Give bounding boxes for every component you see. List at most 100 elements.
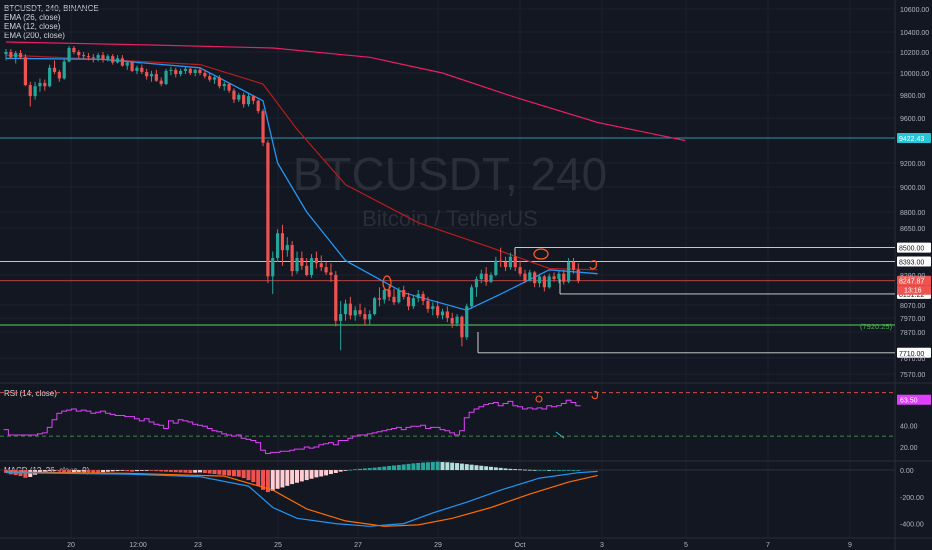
level-tag-text: 9422.43: [899, 136, 924, 143]
candle-body: [227, 84, 231, 91]
time-tick-label: 23: [194, 542, 202, 549]
level-tag-text: 7710.00: [899, 351, 924, 358]
macd-histogram-bar: [110, 470, 115, 472]
countdown-tag: [897, 285, 931, 295]
candle-body: [499, 260, 503, 262]
macd-histogram-bar: [396, 464, 401, 471]
drawn-circle: [535, 395, 543, 403]
macd-histogram-bar: [440, 462, 445, 471]
macd-histogram-bar: [52, 470, 57, 471]
candle-body: [455, 316, 459, 324]
candle-body: [329, 272, 333, 275]
macd-histogram-bar: [164, 470, 169, 472]
candle-body: [193, 69, 197, 73]
macd-histogram-bar: [459, 463, 464, 471]
watermark-name: Bitcoin / TetherUS: [362, 206, 538, 231]
candle-body: [523, 273, 527, 281]
ema12-legend: EMA (12, close): [4, 22, 61, 31]
macd-histogram-bar: [115, 470, 120, 472]
candle-body: [101, 55, 105, 60]
candle-body: [96, 55, 100, 59]
macd-histogram-bar: [236, 470, 241, 477]
macd-histogram-bar: [71, 470, 76, 473]
price-tick-label: 7970.00: [900, 316, 925, 323]
candle-body: [77, 52, 81, 56]
level-tag: [897, 256, 931, 267]
candle-body: [300, 258, 304, 266]
candle-body: [188, 68, 192, 73]
candle-body: [319, 263, 323, 268]
candle-body: [440, 311, 445, 316]
candle-body: [562, 273, 566, 282]
candle-body: [280, 233, 285, 251]
macd-histogram-bar: [455, 463, 460, 471]
macd-histogram-bar: [489, 466, 493, 471]
level-tag: [897, 347, 931, 358]
candle-body: [164, 70, 168, 84]
price-tick-label: 10200.00: [900, 50, 929, 57]
candle-body: [479, 273, 483, 280]
candle-body: [198, 69, 202, 73]
price-tick-label: 8070.00: [900, 303, 925, 310]
candle-body: [552, 276, 556, 280]
macd-histogram-bar: [81, 470, 86, 472]
macd-histogram-bar: [154, 470, 159, 472]
macd-histogram-bar: [67, 470, 72, 473]
macd-histogram-bar: [217, 470, 222, 475]
candle-body: [62, 61, 66, 79]
macd-histogram-bar: [295, 470, 299, 483]
candle-body: [290, 244, 294, 272]
macd-histogram-bar: [139, 470, 144, 471]
candle-body: [460, 316, 464, 338]
price-tick-label: 8650.00: [900, 226, 925, 233]
candle-body: [489, 275, 493, 282]
macd-histogram-bar: [178, 470, 183, 473]
macd-histogram-bar: [387, 466, 392, 471]
drawn-circle: [382, 275, 392, 291]
level-tag-text: 8247.87: [899, 279, 924, 286]
candle-body: [18, 53, 23, 58]
rsi-tick-label: 20.00: [900, 445, 918, 452]
macd-histogram-bar: [469, 464, 474, 471]
macd-histogram-bar: [522, 469, 527, 471]
candle-body: [416, 294, 420, 299]
candle-body: [4, 52, 8, 55]
candle-body: [149, 74, 154, 77]
level-tag: [897, 132, 931, 143]
macd-histogram-bar: [474, 465, 479, 471]
price-tick-label: 9600.00: [900, 116, 925, 123]
macd-histogram-bar: [47, 470, 52, 472]
drawn-mark: [589, 260, 598, 270]
macd-histogram-bar: [421, 462, 426, 471]
ema200-legend: EMA (200, close): [4, 31, 65, 40]
macd-tick-label: -200.00: [900, 495, 924, 502]
macd-histogram-bar: [333, 470, 338, 473]
macd-histogram-bar: [382, 466, 387, 471]
time-tick-label: 25: [274, 542, 282, 549]
macd-histogram-bar: [168, 470, 173, 472]
candle-body: [353, 310, 357, 316]
macd-histogram-bar: [246, 470, 251, 481]
macd-histogram-bar: [425, 462, 430, 471]
price-tick-label: 8800.00: [900, 210, 925, 217]
macd-histogram-bar: [392, 465, 396, 471]
candle-body: [528, 272, 532, 281]
candle-body: [140, 67, 144, 72]
candle-body: [334, 275, 338, 321]
price-tick-label: 9200.00: [900, 161, 925, 168]
candle-body: [309, 258, 314, 275]
rsi-line: [3, 399, 581, 454]
candle-body: [130, 62, 134, 71]
macd-histogram-bar: [513, 469, 518, 471]
candle-body: [397, 290, 401, 303]
macd-histogram-bar: [309, 470, 314, 479]
candle-body: [57, 71, 61, 79]
candle-body: [82, 55, 86, 57]
macd-histogram-bar: [547, 470, 552, 471]
candle-body: [494, 260, 498, 275]
candle-body: [343, 303, 348, 315]
time-tick-label: 12:00: [129, 542, 147, 549]
macd-histogram-bar: [532, 469, 537, 471]
